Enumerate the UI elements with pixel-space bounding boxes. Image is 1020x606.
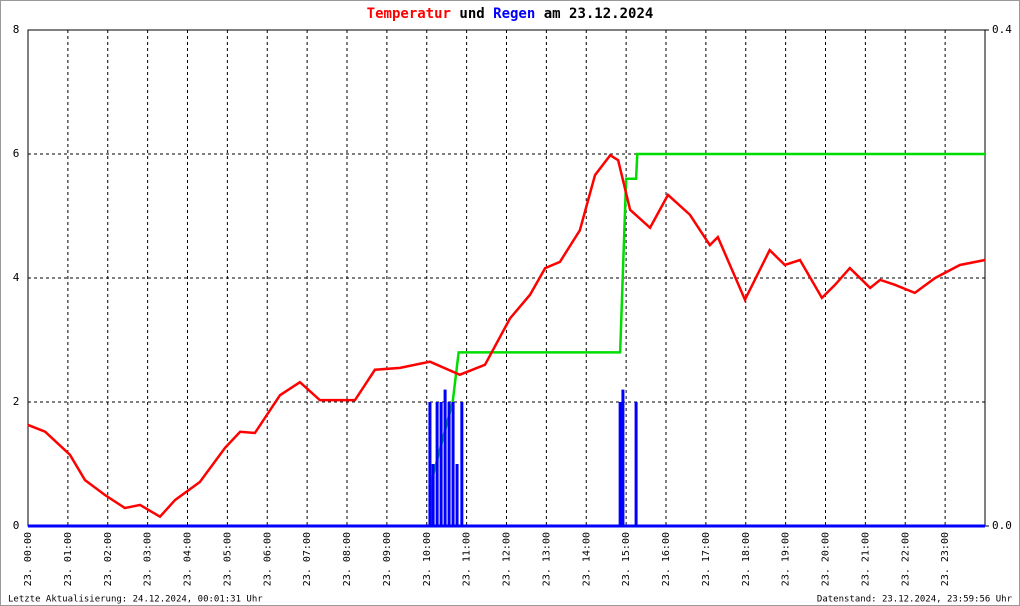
footer-left: Letzte Aktualisierung: 24.12.2024, 00:01… <box>8 595 263 605</box>
rain-bar <box>428 402 432 526</box>
x-tick-label: 23. 14:00 <box>581 532 592 586</box>
x-tick-label: 23. 15:00 <box>621 532 632 586</box>
x-tick-label: 23. 06:00 <box>262 532 273 586</box>
title-part: und <box>459 6 484 22</box>
rain-bar <box>439 402 443 526</box>
x-tick-label: 23. 21:00 <box>860 532 871 586</box>
rain-bar <box>451 402 455 526</box>
x-tick-label: 23. 17:00 <box>701 532 712 586</box>
y-tick-label: 4 <box>13 271 20 284</box>
series-line <box>27 153 986 519</box>
title-part: Temperatur <box>367 6 451 22</box>
rain-bar <box>455 464 459 526</box>
x-tick-label: 23. 00:00 <box>23 532 34 586</box>
rain-bar <box>435 402 439 526</box>
title-part: Regen <box>493 6 535 22</box>
y-tick-label: 0 <box>13 519 20 532</box>
x-tick-label: 23. 04:00 <box>183 532 194 586</box>
x-tick-label: 23. 19:00 <box>781 532 792 586</box>
x-tick-label: 23. 12:00 <box>502 532 513 586</box>
x-tick-label: 23. 13:00 <box>541 532 552 586</box>
x-tick-label: 23. 11:00 <box>462 532 473 586</box>
x-tick-label: 23. 18:00 <box>741 532 752 586</box>
x-tick-label: 23. 20:00 <box>821 532 832 586</box>
x-tick-label: 23. 07:00 <box>302 532 313 586</box>
x-tick-label: 23. 05:00 <box>222 532 233 586</box>
rain-bar <box>431 464 435 526</box>
rain-bar <box>447 402 451 526</box>
x-tick-label: 23. 10:00 <box>422 532 433 586</box>
x-tick-label: 23. 16:00 <box>661 532 672 586</box>
y-tick-label: 8 <box>13 23 20 36</box>
x-tick-label: 23. 22:00 <box>900 532 911 586</box>
rain-bar <box>460 402 464 526</box>
x-tick-label: 23. 09:00 <box>382 532 393 586</box>
rain-bar <box>618 402 622 526</box>
y-tick-label: 6 <box>13 147 20 160</box>
y2-tick-label: 0.0 <box>992 519 1012 532</box>
x-tick-label: 23. 01:00 <box>63 532 74 586</box>
title-part: am 23.12.2024 <box>544 6 654 22</box>
x-tick-label: 23. 03:00 <box>143 532 154 586</box>
rain-bar <box>443 389 447 526</box>
x-tick-label: 23. 02:00 <box>103 532 114 586</box>
footer-right: Datenstand: 23.12.2024, 23:59:56 Uhr <box>817 595 1013 605</box>
chart-title: Temperatur und Regen am 23.12.2024 <box>367 6 654 22</box>
x-tick-label: 23. 23:00 <box>940 532 951 586</box>
x-tick-label: 23. 08:00 <box>342 532 353 586</box>
y2-tick-label: 0.4 <box>992 23 1012 36</box>
rain-bar <box>621 389 625 526</box>
rain-bar <box>634 402 638 526</box>
y-tick-label: 2 <box>13 395 20 408</box>
